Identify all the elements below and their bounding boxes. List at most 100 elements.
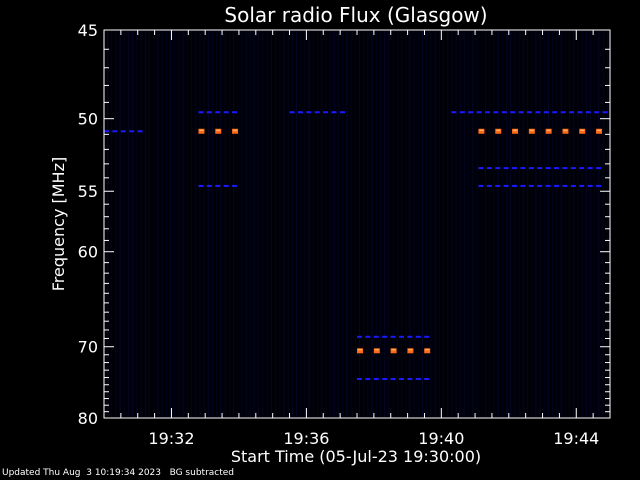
flux-highlight <box>374 349 379 351</box>
flux-highlight <box>580 129 585 131</box>
flux-segment <box>579 128 586 134</box>
time-stripe <box>161 31 163 417</box>
time-stripe <box>254 31 255 417</box>
flux-segment <box>512 167 518 170</box>
flux-segment <box>527 111 533 114</box>
flux-segment <box>289 111 295 114</box>
time-stripe <box>199 31 201 417</box>
flux-segment <box>365 378 371 381</box>
flux-segment <box>478 167 484 170</box>
time-stripe <box>590 31 591 417</box>
flux-segment <box>297 111 303 114</box>
flux-segment <box>373 378 379 381</box>
flux-segment <box>503 167 509 170</box>
time-stripe <box>191 31 192 417</box>
time-stripe <box>464 31 465 417</box>
time-stripe <box>165 31 167 417</box>
flux-segment <box>104 130 109 133</box>
flux-segment <box>495 128 502 134</box>
time-stripe <box>325 31 327 417</box>
flux-segment <box>596 167 602 170</box>
flux-highlight <box>546 129 551 131</box>
chart-title: Solar radio Flux (Glasgow) <box>224 3 487 27</box>
time-stripe <box>585 31 587 417</box>
time-stripe <box>308 31 310 417</box>
flux-segment <box>570 167 576 170</box>
time-stripe <box>228 31 230 417</box>
flux-segment <box>129 130 135 133</box>
time-stripe <box>249 31 251 417</box>
time-stripe <box>493 31 495 417</box>
time-stripe <box>203 31 205 417</box>
flux-segment <box>520 167 526 170</box>
flux-highlight <box>479 129 484 131</box>
flux-segment <box>596 128 603 134</box>
x-tick-label: 19:32 <box>148 429 194 448</box>
flux-segment <box>357 348 363 354</box>
flux-segment <box>562 167 568 170</box>
time-stripe <box>531 31 533 417</box>
time-stripe <box>140 31 142 417</box>
time-stripe <box>527 31 528 417</box>
y-tick-label: 45 <box>78 21 98 40</box>
time-stripe <box>329 31 331 417</box>
flux-segment <box>570 184 576 187</box>
flux-segment <box>569 111 575 114</box>
flux-segment <box>562 184 568 187</box>
time-stripe <box>359 31 360 417</box>
flux-segment <box>537 167 543 170</box>
flux-segment <box>415 335 421 338</box>
flux-segment <box>510 111 516 114</box>
flux-segment <box>552 111 558 114</box>
flux-highlight <box>391 349 396 351</box>
flux-highlight <box>199 129 204 131</box>
time-stripe <box>287 31 289 417</box>
flux-highlight <box>233 129 238 131</box>
time-stripe <box>333 31 335 417</box>
flux-segment <box>215 111 221 114</box>
flux-segment <box>545 184 551 187</box>
time-stripe <box>430 31 432 417</box>
time-stripe <box>258 31 260 417</box>
flux-segment <box>594 111 600 114</box>
time-stripe <box>170 31 171 417</box>
flux-segment <box>339 111 345 114</box>
time-stripe <box>144 31 146 417</box>
flux-highlight <box>563 129 568 131</box>
axis-ticks: 19:32 19:36 19:40 19:44 45 50 55 60 70 80 <box>78 21 611 448</box>
time-stripe <box>350 31 352 417</box>
flux-segment <box>399 335 404 338</box>
time-stripe <box>279 31 281 417</box>
flux-highlight <box>358 349 362 351</box>
y-tick-label: 80 <box>78 409 98 428</box>
time-stripe <box>342 31 344 417</box>
time-stripe <box>304 31 306 417</box>
flux-segment <box>478 128 485 134</box>
time-stripe <box>405 31 407 417</box>
time-stripe <box>409 31 411 417</box>
flux-segment <box>518 111 524 114</box>
x-axis-label: Start Time (05-Jul-23 19:30:00) <box>231 447 481 466</box>
time-stripe <box>476 31 478 417</box>
flux-highlight <box>425 349 430 351</box>
flux-segment <box>486 184 492 187</box>
plot-background <box>104 30 610 418</box>
time-stripe <box>455 31 457 417</box>
time-stripe <box>354 31 356 417</box>
flux-segment <box>528 184 534 187</box>
time-stripe <box>459 31 461 417</box>
time-stripe <box>321 31 323 417</box>
time-stripe <box>300 31 302 417</box>
flux-segment <box>512 184 518 187</box>
time-stripe <box>384 31 386 417</box>
flux-segment <box>223 184 229 187</box>
flux-segment <box>528 128 535 134</box>
flux-highlight <box>513 129 518 131</box>
time-stripe <box>178 31 180 417</box>
flux-segment <box>373 335 379 338</box>
flux-segment <box>357 335 362 338</box>
time-stripe <box>224 31 226 417</box>
flux-segment <box>198 184 204 187</box>
flux-segment <box>232 184 238 187</box>
time-stripe <box>564 31 566 417</box>
